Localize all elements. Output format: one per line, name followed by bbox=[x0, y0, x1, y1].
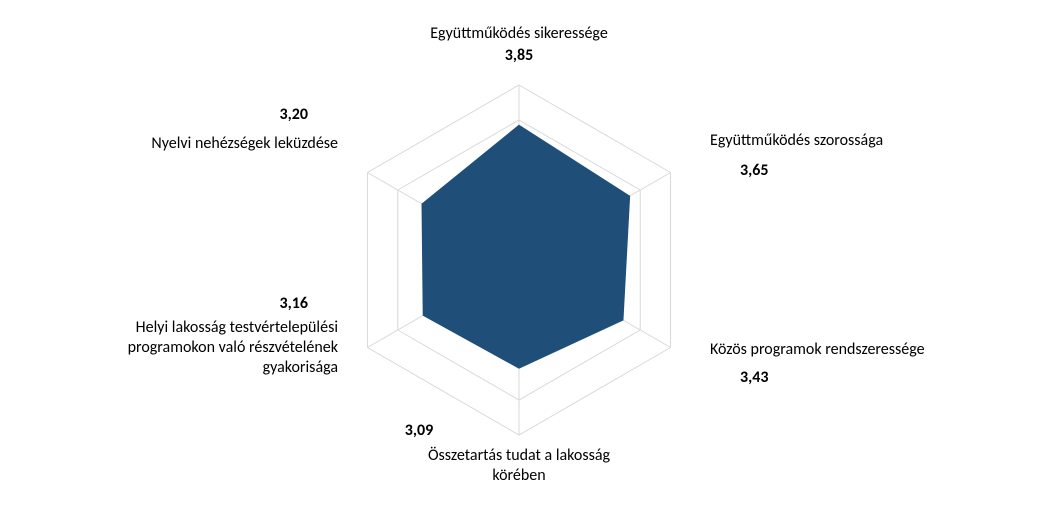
axis-label: Nyelvi nehézségek leküzdése bbox=[100, 134, 338, 154]
value-label: 3,43 bbox=[740, 368, 768, 387]
axis-label: Összetartás tudat a lakosság körében bbox=[394, 446, 644, 486]
axis-label: Közös programok rendszeressége bbox=[710, 340, 990, 360]
radar-chart: Együttműködés sikeressége 3,85 Együttműköd… bbox=[0, 0, 1039, 521]
axis-label: Helyi lakosság testvértelepülési program… bbox=[70, 318, 338, 378]
axis-label: Együttműködés sikeressége bbox=[409, 24, 629, 44]
value-label: 3,85 bbox=[497, 46, 541, 65]
axis-label: Együttműködés szorossága bbox=[710, 131, 970, 151]
value-label: 3,16 bbox=[264, 294, 308, 313]
radar-svg bbox=[0, 0, 1039, 521]
data-polygon bbox=[422, 125, 630, 368]
value-label: 3,20 bbox=[264, 105, 308, 124]
value-label: 3,09 bbox=[397, 421, 441, 440]
value-label: 3,65 bbox=[740, 161, 768, 180]
